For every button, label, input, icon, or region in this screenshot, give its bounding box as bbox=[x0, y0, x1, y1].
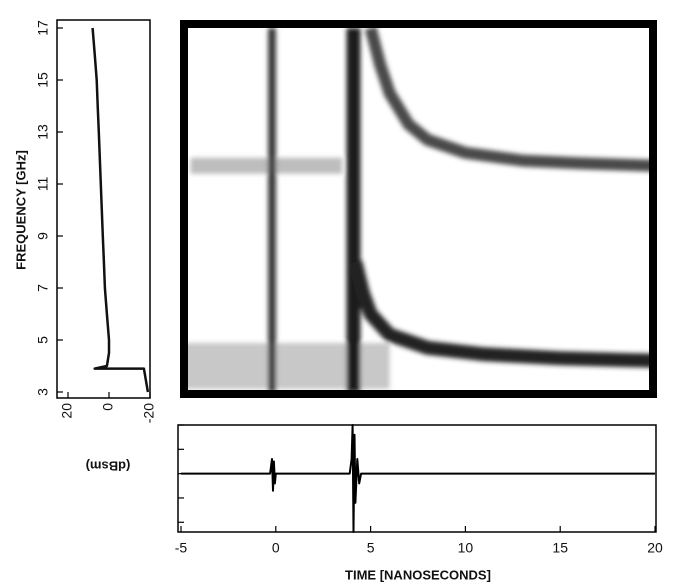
x-tick-label: 0 bbox=[100, 403, 116, 411]
spectrogram-frame bbox=[180, 20, 657, 398]
y-tick-label: 15 bbox=[35, 72, 51, 88]
y-tick-label: 5 bbox=[35, 336, 51, 344]
y-tick-label: 9 bbox=[35, 232, 51, 240]
y-tick-label: 3 bbox=[35, 388, 51, 396]
data-line bbox=[91, 27, 150, 393]
y-tick-label: 13 bbox=[35, 124, 51, 140]
x-tick-label: -5 bbox=[175, 540, 188, 556]
x-tick-label: 0 bbox=[272, 540, 280, 556]
x-tick-label: 20 bbox=[647, 540, 663, 556]
y-tick-label: 7 bbox=[35, 284, 51, 292]
data-line bbox=[348, 260, 653, 368]
x-tick-label: -20 bbox=[141, 403, 157, 423]
y-axis-label: FREQUENCY [GHz] bbox=[13, 150, 28, 270]
x-axis-label: (dBsm) bbox=[86, 459, 131, 474]
x-tick-label: 20 bbox=[59, 403, 75, 419]
x-tick-label: 5 bbox=[367, 540, 375, 556]
data-line bbox=[364, 26, 653, 172]
data-line bbox=[181, 424, 655, 533]
x-tick-label: 15 bbox=[552, 540, 568, 556]
spectrum-frame bbox=[56, 19, 151, 399]
x-axis-label: TIME [NANOSECONDS] bbox=[345, 567, 491, 582]
spectrogram bbox=[184, 26, 653, 392]
x-tick-label: 10 bbox=[458, 540, 474, 556]
y-tick-label: 11 bbox=[35, 177, 51, 192]
y-tick-label: 17 bbox=[35, 20, 51, 36]
trace-frame bbox=[177, 424, 657, 533]
